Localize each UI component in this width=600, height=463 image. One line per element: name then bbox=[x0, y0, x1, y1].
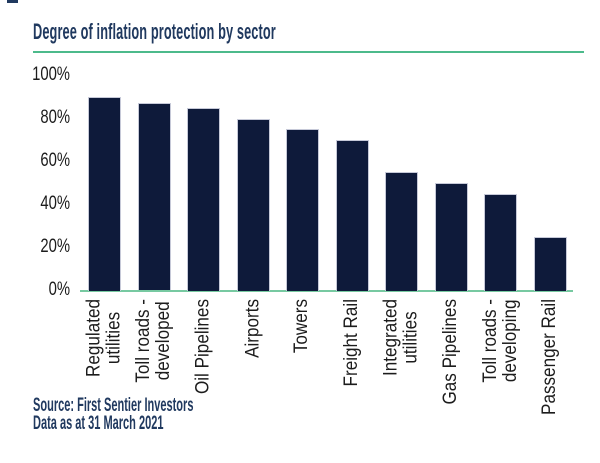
x-axis-baseline bbox=[80, 289, 573, 292]
bar-airports bbox=[236, 118, 270, 291]
x-axis-label-toll-roads-developing: Toll roads - developing bbox=[479, 299, 521, 383]
y-axis-tick-label: 100% bbox=[32, 63, 70, 85]
x-axis-label-gas-pipelines: Gas Pipelines bbox=[440, 299, 461, 405]
x-axis-label-towers: Towers bbox=[291, 299, 313, 354]
bar-passenger-rail bbox=[533, 236, 567, 291]
source-note: Source: First Sentier Investors Data as … bbox=[33, 395, 194, 434]
x-axis-label-passenger-rail: Passenger Rail bbox=[539, 299, 560, 415]
x-axis-label-freight-rail: Freight Rail bbox=[341, 299, 362, 387]
bar-toll-roads-developing bbox=[484, 193, 517, 291]
bar-freight-rail bbox=[335, 140, 369, 291]
date-line: Data as at 31 March 2021 bbox=[33, 412, 164, 434]
bar-gas-pipelines bbox=[434, 183, 468, 291]
page-corner-artifact bbox=[7, 0, 18, 3]
title-underline-rule bbox=[33, 50, 584, 53]
chart-title: Degree of inflation protection by sector bbox=[33, 19, 276, 44]
y-axis-tick-label: 60% bbox=[40, 149, 70, 171]
x-axis-label-toll-roads-developed: Toll roads - developed bbox=[133, 299, 174, 383]
y-axis-tick-label: 80% bbox=[40, 106, 70, 128]
bar-regulated-utilities bbox=[88, 97, 121, 291]
bar-towers bbox=[286, 129, 319, 291]
x-axis-label-oil-pipelines: Oil Pipelines bbox=[192, 299, 214, 395]
y-axis-tick-label: 40% bbox=[40, 192, 70, 214]
x-axis-label-airports: Airports bbox=[242, 299, 263, 358]
x-axis-label-regulated-utilities: Regulated utilities bbox=[83, 299, 125, 377]
y-axis-tick-label: 0% bbox=[48, 278, 70, 300]
y-axis-tick-label: 20% bbox=[40, 235, 70, 257]
source-line: Source: First Sentier Investors bbox=[33, 395, 194, 416]
bar-oil-pipelines bbox=[187, 107, 220, 291]
bar-integrated-utilities bbox=[385, 172, 418, 291]
bar-toll-roads-developed bbox=[137, 103, 171, 291]
x-axis-label-integrated-utilities: Integrated utilities bbox=[380, 299, 422, 377]
